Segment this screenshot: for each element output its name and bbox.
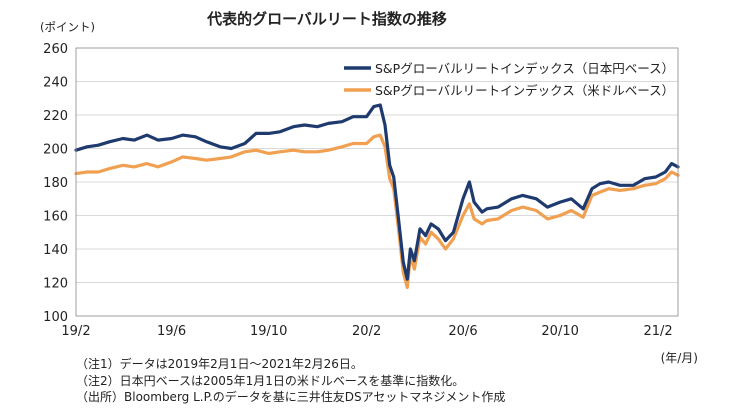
legend: S&Pグローバルリートインデックス（日本円ベース） S&Pグローバルリートインデッ… (344, 61, 674, 98)
y-tick-label: 220 (43, 109, 68, 124)
series-line-usd (74, 133, 680, 290)
x-tick-label: 20/10 (541, 324, 578, 339)
x-axis-unit-label: (年/月) (661, 351, 698, 365)
x-tick-labels: 19/2 19/6 19/10 20/2 20/6 20/10 21/2 (61, 324, 672, 339)
series-lines (74, 103, 680, 290)
x-tick-label: 19/6 (157, 324, 186, 339)
y-tick-label: 140 (43, 243, 68, 258)
note-1: （注1）データは2019年2月1日～2021年2月26日。 (76, 357, 363, 371)
x-tick-label: 21/2 (643, 324, 672, 339)
y-tick-label: 100 (43, 310, 68, 325)
y-tick-label: 180 (43, 176, 68, 191)
legend-label-jpy: S&Pグローバルリートインデックス（日本円ベース） (375, 61, 674, 76)
y-tick-label: 200 (43, 143, 68, 158)
gridlines (76, 81, 678, 283)
series-line-jpy (74, 103, 680, 281)
x-tick-label: 20/6 (448, 324, 477, 339)
y-tick-label: 120 (43, 277, 68, 292)
y-tick-label: 240 (43, 76, 68, 91)
legend-label-usd: S&Pグローバルリートインデックス（米ドルベース） (375, 83, 674, 98)
x-tick-label: 20/2 (352, 324, 381, 339)
x-tick-label: 19/2 (61, 324, 90, 339)
chart-notes: （注1）データは2019年2月1日～2021年2月26日。 （注2）日本円ベース… (76, 356, 505, 406)
y-tick-label: 160 (43, 210, 68, 225)
note-2: （注2）日本円ベースは2005年1月1日の米ドルベースを基準に指数化。 (76, 373, 465, 388)
y-tick-label: 260 (43, 42, 68, 57)
note-source: （出所）Bloomberg L.P.のデータを基に三井住友DSアセットマネジメン… (76, 390, 506, 404)
y-tick-labels: 100 120 140 160 180 200 220 240 260 (43, 42, 68, 325)
plot-frame (75, 47, 679, 317)
y-axis-unit-label: (ポイント) (40, 20, 95, 34)
chart-title: 代表的グローバルリート指数の推移 (206, 10, 447, 28)
x-tick-label: 19/10 (250, 324, 287, 339)
